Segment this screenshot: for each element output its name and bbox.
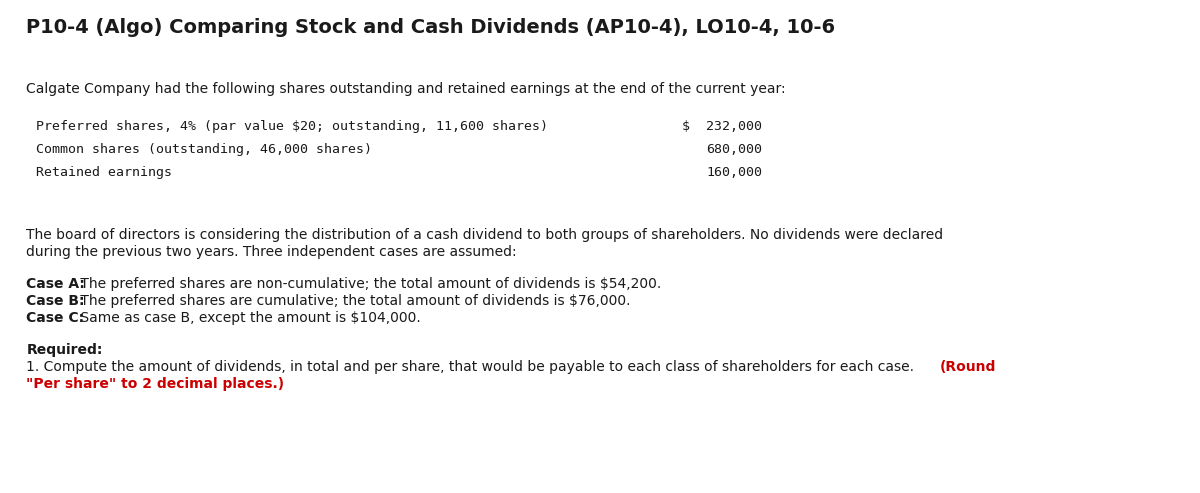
Text: The preferred shares are cumulative; the total amount of dividends is $76,000.: The preferred shares are cumulative; the… (77, 294, 631, 308)
Text: Case B:: Case B: (26, 294, 85, 308)
Text: Common shares (outstanding, 46,000 shares): Common shares (outstanding, 46,000 share… (36, 143, 372, 156)
Text: 1. Compute the amount of dividends, in total and per share, that would be payabl: 1. Compute the amount of dividends, in t… (26, 360, 919, 374)
Text: The board of directors is considering the distribution of a cash dividend to bot: The board of directors is considering th… (26, 228, 943, 242)
Text: $  232,000: $ 232,000 (682, 120, 762, 133)
Text: P10-4 (Algo) Comparing Stock and Cash Dividends (AP10-4), LO10-4, 10-6: P10-4 (Algo) Comparing Stock and Cash Di… (26, 18, 835, 37)
Text: 680,000: 680,000 (706, 143, 762, 156)
Text: Required:: Required: (26, 343, 103, 357)
Text: The preferred shares are non-cumulative; the total amount of dividends is $54,20: The preferred shares are non-cumulative;… (77, 277, 661, 291)
Text: Same as case B, except the amount is $104,000.: Same as case B, except the amount is $10… (77, 311, 421, 325)
Text: (Round: (Round (940, 360, 996, 374)
Text: "Per share" to 2 decimal places.): "Per share" to 2 decimal places.) (26, 377, 284, 391)
Text: Retained earnings: Retained earnings (36, 166, 172, 179)
Text: Preferred shares, 4% (par value $20; outstanding, 11,600 shares): Preferred shares, 4% (par value $20; out… (36, 120, 548, 133)
Text: Calgate Company had the following shares outstanding and retained earnings at th: Calgate Company had the following shares… (26, 82, 786, 96)
Text: Case C:: Case C: (26, 311, 84, 325)
Text: during the previous two years. Three independent cases are assumed:: during the previous two years. Three ind… (26, 245, 517, 259)
Text: 160,000: 160,000 (706, 166, 762, 179)
Text: Case A:: Case A: (26, 277, 85, 291)
